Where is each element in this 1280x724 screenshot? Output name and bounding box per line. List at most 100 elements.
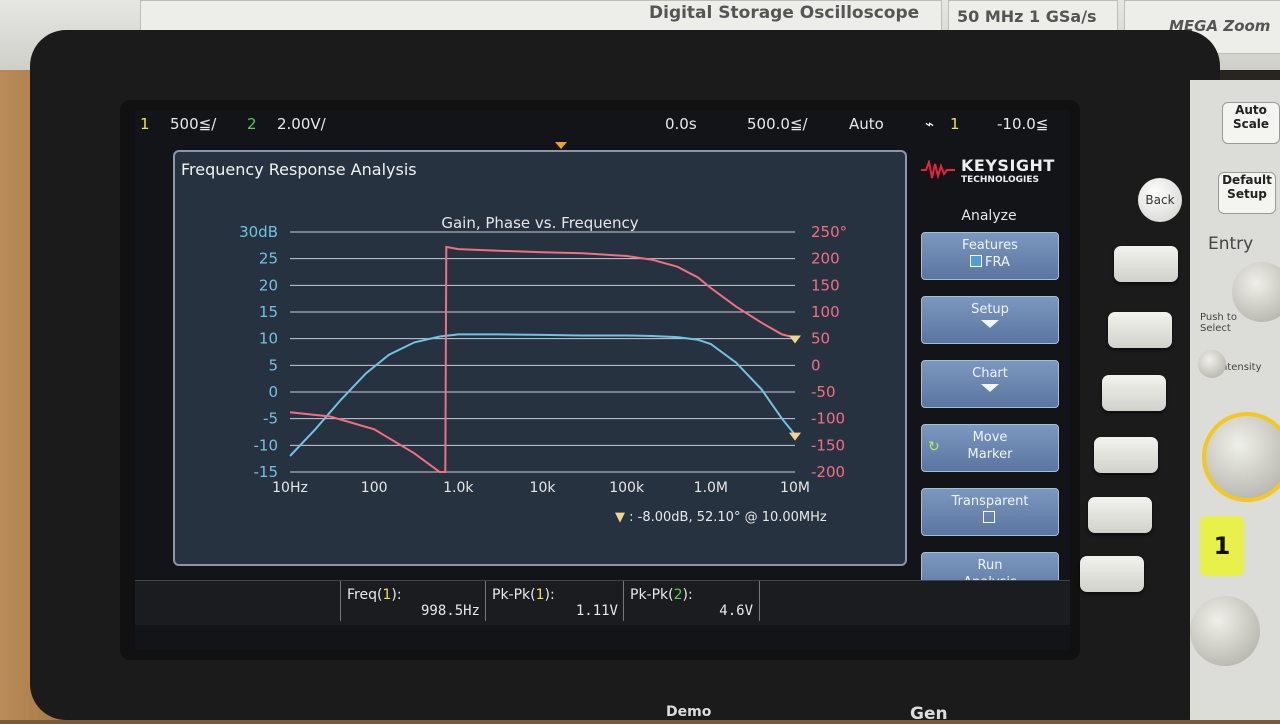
pkpk1-label-end: ): — [544, 587, 555, 603]
fra-window: Frequency Response Analysis Gain, Phase … — [173, 150, 907, 566]
pkpk2-channel: 2 — [673, 587, 683, 603]
gen-label: Gen — [910, 704, 948, 724]
entry-knob[interactable] — [1232, 262, 1280, 322]
softkey-button-1[interactable] — [1114, 246, 1178, 282]
ch2-scale[interactable]: 2.00V/ — [277, 115, 326, 133]
freq-label-end: ): — [391, 587, 402, 603]
y-right-tick-label: 100 — [811, 303, 840, 321]
x-tick-label: 10M — [780, 480, 810, 496]
default-setup-button[interactable]: Default Setup — [1218, 172, 1276, 214]
features-value: FRA — [985, 255, 1010, 270]
intensity-label: Intensity — [1218, 362, 1262, 373]
x-tick-label: 10Hz — [272, 480, 308, 496]
y-left-tick-label: -5 — [263, 410, 278, 428]
marker-triangle — [789, 335, 801, 344]
freq-label: Freq( — [347, 587, 383, 603]
entry-label: Entry — [1208, 234, 1254, 254]
pkpk2-label: Pk-Pk( — [630, 587, 674, 603]
softkey-panel: KEYSIGHT TECHNOLOGIES Analyze Features F… — [913, 150, 1068, 600]
y-right-tick-label: -200 — [811, 463, 845, 481]
y-right-tick-label: 150 — [811, 276, 840, 294]
y-right-tick-label: 0 — [811, 356, 821, 374]
y-left-tick-label: 5 — [268, 356, 278, 374]
freq-measurement[interactable]: Freq(1): 998.5Hz — [340, 581, 486, 621]
pkpk1-measurement[interactable]: Pk-Pk(1): 1.11V — [485, 581, 624, 621]
menu-title: Analyze — [961, 208, 1017, 224]
pkpk1-channel: 1 — [535, 587, 545, 603]
model-title: Digital Storage Oscilloscope — [649, 3, 920, 23]
transparent-label: Transparent — [951, 494, 1029, 509]
pkpk1-label: Pk-Pk( — [492, 587, 536, 603]
marker-readout: ▼ : -8.00dB, 52.10° @ 10.00MHz — [615, 510, 827, 525]
x-tick-label: 1.0k — [443, 480, 474, 496]
y-left-tick-label: 20 — [259, 276, 278, 294]
brand-name: KEYSIGHT — [961, 156, 1055, 175]
chevron-down-icon — [981, 384, 999, 392]
marker-readout-text: : -8.00dB, 52.10° @ 10.00MHz — [629, 510, 827, 525]
keysight-wave-icon — [921, 160, 955, 180]
entry-knob-icon: ↻ — [928, 439, 940, 455]
x-tick-label: 1.0M — [694, 480, 728, 496]
trigger-level: -10.0≦ — [997, 115, 1049, 133]
y-left-tick-label: 10 — [259, 330, 278, 348]
pkpk1-value: 1.11V — [575, 603, 618, 619]
push-to-select-label: Push to Select — [1200, 312, 1237, 334]
keysight-brand: KEYSIGHT TECHNOLOGIES — [913, 150, 1065, 200]
softkey-button-2[interactable] — [1108, 312, 1172, 348]
vertical-scale-knob[interactable] — [1202, 412, 1280, 502]
measurement-bar: Freq(1): 998.5Hz Pk-Pk(1): 1.11V Pk-Pk(2… — [135, 580, 1070, 625]
move-marker-line2: Marker — [967, 447, 1013, 462]
y-right-tick-label: -100 — [811, 410, 845, 428]
time-scale[interactable]: 500.0≦/ — [747, 115, 808, 133]
softkey-button-4[interactable] — [1094, 437, 1158, 473]
demo-label: Demo — [666, 704, 712, 720]
ch2-number[interactable]: 2 — [247, 115, 257, 133]
chevron-down-icon — [981, 320, 999, 328]
y-left-tick-label: -10 — [254, 436, 279, 454]
ch1-button[interactable]: 1 — [1200, 516, 1244, 576]
chart-softkey[interactable]: Chart — [921, 360, 1059, 408]
marker-triangle — [789, 432, 801, 441]
intensity-knob[interactable] — [1198, 350, 1226, 378]
plot-title: Gain, Phase vs. Frequency — [441, 214, 639, 232]
setup-softkey[interactable]: Setup — [921, 296, 1059, 344]
y-right-tick-label: 250° — [811, 223, 847, 241]
y-right-tick-label: -50 — [811, 383, 836, 401]
softkey-button-6[interactable] — [1080, 556, 1144, 592]
x-tick-label: 100 — [361, 480, 388, 496]
move-marker-softkey[interactable]: ↻ Move Marker — [921, 424, 1059, 472]
run-analysis-line1: Run — [977, 558, 1003, 573]
transparent-softkey[interactable]: Transparent — [921, 488, 1059, 536]
softkey-button-3[interactable] — [1102, 375, 1166, 411]
trigger-position-marker — [555, 142, 567, 149]
auto-scale-button[interactable]: Auto Scale — [1222, 102, 1280, 144]
y-right-tick-label: 200 — [811, 250, 840, 268]
trigger-mode: Auto — [849, 115, 884, 133]
pkpk2-measurement[interactable]: Pk-Pk(2): 4.6V — [623, 581, 760, 621]
fra-window-title: Frequency Response Analysis — [181, 160, 417, 179]
x-tick-label: 100k — [609, 480, 645, 496]
y-left-tick-label: 25 — [259, 250, 278, 268]
back-button[interactable]: Back — [1138, 178, 1182, 222]
checkbox-icon — [970, 255, 983, 267]
pkpk2-label-end: ): — [682, 587, 693, 603]
chart-label: Chart — [972, 366, 1008, 381]
softkey-button-5[interactable] — [1088, 497, 1152, 533]
status-bar: 1 500≦/ 2 2.00V/ 0.0s 500.0≦/ Auto ⌁ 1 -… — [135, 110, 1070, 140]
freq-channel: 1 — [382, 587, 392, 603]
trigger-source: 1 — [950, 115, 960, 133]
y-left-tick-label: 30dB — [239, 223, 278, 241]
features-label: Features — [962, 238, 1018, 253]
ch1-number[interactable]: 1 — [140, 115, 150, 133]
vertical-position-knob[interactable] — [1190, 596, 1260, 666]
y-left-tick-label: -15 — [254, 463, 279, 481]
display-screen: 1 500≦/ 2 2.00V/ 0.0s 500.0≦/ Auto ⌁ 1 -… — [135, 110, 1070, 650]
marker-triangle-icon: ▼ — [615, 510, 625, 525]
features-softkey[interactable]: Features FRA — [921, 232, 1059, 280]
megazoom-logo: MEGA Zoom — [1169, 17, 1271, 35]
ch1-scale[interactable]: 500≦/ — [170, 115, 217, 133]
pkpk2-value: 4.6V — [719, 603, 753, 619]
y-right-tick-label: 50 — [811, 330, 830, 348]
time-offset: 0.0s — [665, 115, 697, 133]
